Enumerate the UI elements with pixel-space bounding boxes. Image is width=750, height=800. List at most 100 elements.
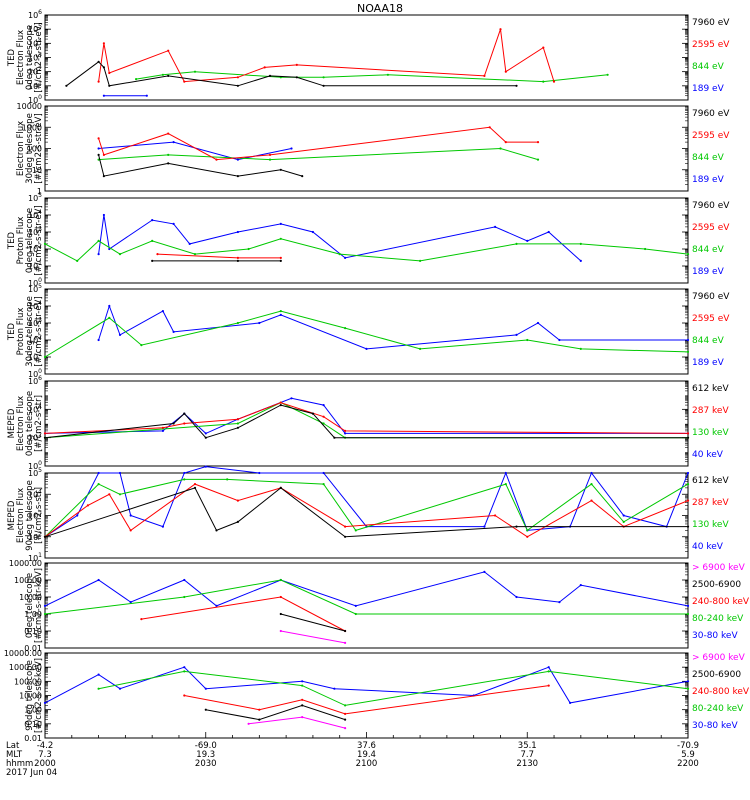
legend-entry: 189 eV	[692, 84, 725, 94]
legend-entry: 844 eV	[692, 153, 725, 163]
series-line	[157, 253, 281, 259]
data-point	[76, 259, 79, 262]
y-tick-label: 100	[28, 94, 42, 105]
y-tick-label: 103	[28, 226, 42, 237]
data-point	[279, 222, 282, 225]
y-tick-label: 103	[28, 52, 42, 63]
data-point	[526, 338, 529, 342]
data-point	[129, 601, 132, 604]
data-point	[526, 535, 529, 538]
series-line	[44, 579, 688, 615]
data-point	[344, 718, 347, 721]
data-point	[204, 708, 207, 711]
series-line	[44, 487, 688, 538]
series-line	[141, 596, 346, 632]
data-point	[172, 222, 175, 225]
data-point	[344, 327, 347, 330]
plot-frame	[44, 472, 689, 559]
data-point	[301, 716, 304, 719]
data-point	[311, 230, 314, 234]
data-point	[215, 158, 218, 161]
y-axis-label: [#/cm2-s-str-keV]	[34, 568, 44, 643]
data-point	[515, 242, 518, 245]
y-axis-label: 30deg telescope	[25, 113, 35, 184]
data-point	[279, 256, 282, 259]
data-point	[188, 242, 191, 245]
legend-entry: 287 keV	[692, 498, 729, 508]
data-point	[419, 259, 422, 262]
legend-entry: 287 keV	[692, 406, 729, 416]
plot-frame	[44, 197, 689, 284]
data-point	[97, 153, 100, 156]
y-tick-label: 100	[27, 145, 42, 154]
y-tick-label: 102	[28, 334, 42, 345]
data-point	[183, 694, 186, 697]
data-point	[536, 141, 540, 144]
data-point	[386, 73, 389, 76]
data-point	[43, 242, 47, 245]
series-line	[205, 704, 346, 721]
series-line	[44, 666, 689, 704]
y-axis-label: [#/cm2-s-str]	[34, 487, 44, 544]
data-point	[494, 225, 497, 228]
data-point	[279, 578, 282, 582]
data-point	[344, 256, 347, 259]
y-axis-label: TED	[7, 231, 17, 250]
data-point	[547, 670, 550, 673]
data-point	[108, 84, 111, 87]
data-point	[322, 404, 325, 407]
data-point	[193, 483, 197, 486]
data-point	[344, 432, 347, 435]
data-point	[156, 253, 159, 256]
y-tick-label: 103	[28, 510, 42, 521]
data-point	[344, 712, 347, 716]
data-point	[108, 71, 111, 75]
y-tick-label: 100	[28, 460, 42, 471]
data-point	[151, 219, 154, 222]
data-point	[295, 76, 298, 79]
data-point	[102, 213, 105, 217]
data-point	[686, 604, 690, 608]
data-point	[290, 397, 293, 400]
y-axis-label: MEPED	[7, 408, 17, 438]
figure-title: NOAA18	[357, 2, 403, 15]
legend-entry: 7960 eV	[692, 292, 730, 302]
data-point	[295, 63, 298, 66]
data-point	[515, 84, 518, 87]
data-point	[268, 153, 272, 156]
y-axis-label: Proton Flux	[16, 217, 26, 265]
x-tick-hhmm: 2100	[356, 759, 378, 769]
y-axis-label: Electron Flux	[16, 488, 26, 543]
data-point	[108, 304, 111, 308]
data-point	[354, 612, 357, 616]
data-point	[344, 704, 347, 707]
data-point	[301, 684, 304, 687]
data-point	[204, 436, 207, 439]
data-point	[258, 471, 261, 475]
data-point	[108, 247, 111, 251]
legend-entry: 80-240 keV	[692, 614, 744, 624]
series-line	[44, 571, 689, 607]
y-axis-label: 0deg telescope	[25, 25, 35, 90]
plot-frame	[44, 14, 689, 101]
y-axis-label: 90deg telescope	[25, 660, 35, 731]
x-tick-mlt: 5.9	[681, 750, 695, 760]
data-point	[97, 338, 100, 342]
y-axis-label: Electron Flux	[16, 121, 26, 176]
data-point	[279, 401, 282, 404]
panel-ted-p-30: 100 101 102 103 104 105 TED Proton Flux 30deg te…	[7, 283, 730, 379]
data-point	[488, 126, 491, 129]
legend-entry: 189 eV	[692, 358, 725, 368]
y-tick-label: 10000	[17, 102, 42, 111]
data-point	[333, 687, 336, 690]
data-point	[167, 132, 170, 135]
data-point	[536, 158, 540, 161]
data-point	[118, 493, 122, 496]
data-point	[686, 680, 690, 683]
data-point	[494, 514, 497, 517]
data-point	[290, 147, 293, 150]
data-point	[140, 618, 143, 621]
data-point	[547, 230, 550, 234]
data-point	[97, 483, 100, 486]
data-point	[102, 42, 105, 45]
